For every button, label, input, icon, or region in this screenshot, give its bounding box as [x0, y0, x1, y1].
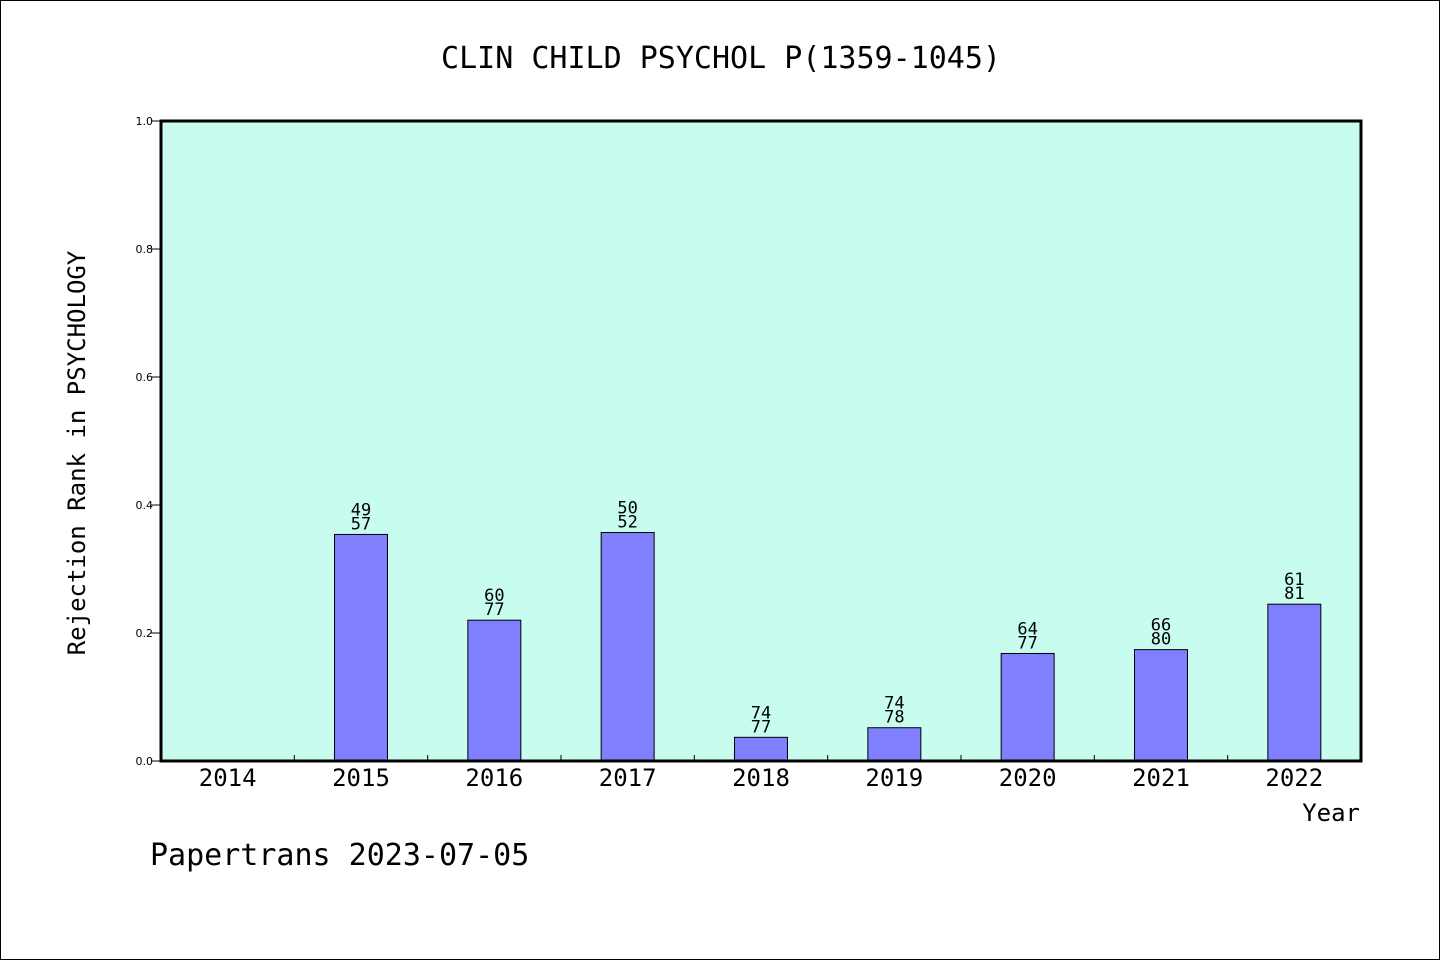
y-tick-label: 0.2 [136, 627, 154, 640]
bar-2017 [600, 532, 655, 762]
x-tick-label-2016: 2016 [465, 764, 523, 792]
x-tick-label-2021: 2021 [1132, 764, 1190, 792]
bar-label-top-2018: 74 [751, 703, 771, 723]
bar-2019 [867, 727, 922, 762]
x-tick-label-2015: 2015 [332, 764, 390, 792]
bar-label-bottom-2018: 77 [751, 717, 771, 737]
y-tick-label: 1.0 [136, 115, 154, 128]
bar-label-top-2015: 49 [351, 500, 371, 520]
bar-2018 [734, 736, 788, 762]
y-axis-label: Rejection Rank in PSYCHOLOGY [63, 250, 91, 655]
bar-label-top-2021: 66 [1151, 616, 1171, 636]
x-tick-label-2022: 2022 [1265, 764, 1323, 792]
bar-label-bottom-2022: 81 [1284, 584, 1304, 604]
bar-label-bottom-2021: 80 [1151, 630, 1171, 650]
bar-2021 [1134, 649, 1188, 762]
bar-2022 [1267, 603, 1322, 762]
x-tick-label-2020: 2020 [999, 764, 1057, 792]
bar-label-bottom-2019: 78 [884, 708, 904, 728]
bar-2015 [334, 533, 388, 762]
bar-label-bottom-2015: 57 [351, 514, 371, 534]
y-tick-label: 0.8 [136, 243, 154, 256]
bar-label-bottom-2020: 77 [1017, 633, 1037, 653]
bar-2016 [467, 619, 522, 762]
y-tick-label: 0.0 [136, 755, 154, 768]
bar-label-bottom-2017: 52 [617, 513, 637, 533]
x-tick-label-2017: 2017 [599, 764, 657, 792]
bar-label-top-2020: 64 [1017, 619, 1037, 639]
bar-label-bottom-2016: 77 [484, 600, 504, 620]
footer-text: Papertrans 2023-07-05 [150, 838, 529, 873]
y-tick-label: 0.4 [136, 499, 154, 512]
bar-label-top-2019: 74 [884, 694, 904, 714]
bar-label-top-2016: 60 [484, 586, 504, 606]
bar-2020 [1000, 652, 1055, 762]
x-tick-label-2014: 2014 [199, 764, 257, 792]
bar-label-top-2022: 61 [1284, 570, 1304, 590]
x-tick-label-2019: 2019 [865, 764, 923, 792]
chart-title: CLIN CHILD PSYCHOL P(1359-1045) [441, 41, 1001, 76]
bar-label-top-2017: 50 [617, 499, 637, 519]
x-axis-label: Year [1302, 799, 1360, 827]
x-tick-label-2018: 2018 [732, 764, 790, 792]
y-tick-label: 0.6 [136, 371, 154, 384]
plot-border [159, 119, 1363, 763]
